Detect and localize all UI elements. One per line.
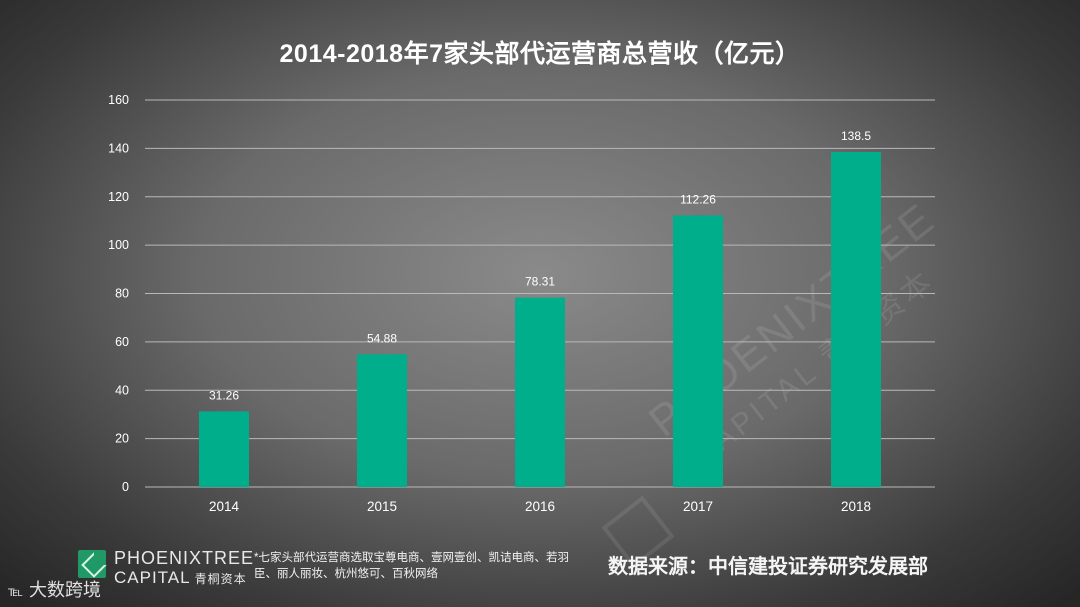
logo-line2-en: CAPITAL [114,568,191,587]
data-source: 数据来源：中信建投证券研究发展部 [608,556,928,578]
y-tick-label: 40 [115,383,129,397]
phoenixtree-logo-icon [78,550,106,578]
brand-icon: ℡ [8,583,24,599]
y-tick-label: 160 [108,93,129,107]
x-tick-label: 2016 [525,499,555,514]
y-tick-label: 100 [108,238,129,252]
bar-2016 [515,297,565,487]
x-tick-label: 2018 [841,499,871,514]
data-label: 138.5 [841,129,871,143]
x-tick-label: 2015 [367,499,397,514]
brand-name: 大数跨境 [29,580,102,600]
data-label: 78.31 [525,275,555,289]
bar-2015 [357,354,407,487]
bar-2018 [831,152,881,488]
y-tick-label: 140 [108,141,129,155]
y-tick-label: 80 [115,287,129,301]
bar-2017 [673,215,723,487]
logo-line2: CAPITAL 青桐资本 [114,568,247,588]
data-label: 112.26 [680,192,716,206]
data-label: 31.26 [209,388,239,402]
footnote: *七家头部代运营商选取宝尊电商、壹网壹创、凯诘电商、若羽臣、丽人丽妆、杭州悠可、… [254,552,569,580]
data-label: 54.88 [367,331,397,345]
bar-2014 [199,411,249,487]
y-tick-label: 0 [122,480,129,494]
x-tick-label: 2017 [683,499,713,514]
y-tick-label: 60 [115,335,129,349]
brand-watermark: ℡ 大数跨境 [8,576,101,602]
logo-cn: 青桐资本 [194,572,247,586]
logo-line1: PHOENIXTREE [114,548,255,568]
chart-title: 2014-2018年7家头部代运营商总营收（亿元） [279,40,801,68]
y-tick-label: 20 [115,432,129,446]
y-tick-label: 120 [108,190,129,204]
x-tick-label: 2014 [209,499,240,514]
